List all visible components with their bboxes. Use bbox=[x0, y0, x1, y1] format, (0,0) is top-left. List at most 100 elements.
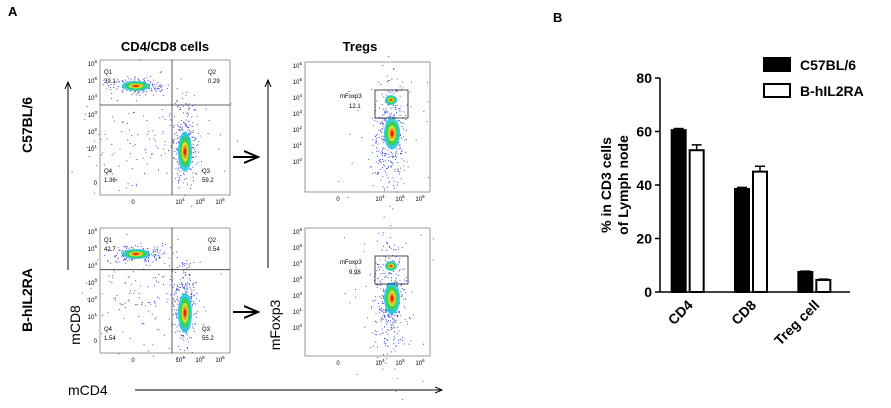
tick-label: 105 bbox=[395, 194, 405, 203]
event-dot bbox=[392, 249, 395, 251]
event-dot bbox=[185, 119, 187, 121]
event-dot bbox=[173, 138, 175, 141]
event-dot bbox=[158, 329, 160, 331]
event-dot bbox=[133, 292, 135, 294]
event-dot bbox=[399, 146, 401, 148]
event-dot bbox=[402, 289, 404, 291]
event-dot bbox=[114, 297, 117, 299]
event-dot bbox=[381, 120, 383, 123]
event-dot bbox=[136, 159, 138, 161]
event-dot bbox=[178, 176, 180, 178]
event-dot bbox=[197, 144, 199, 146]
event-dot bbox=[382, 354, 384, 356]
event-dot bbox=[199, 135, 201, 137]
event-dot bbox=[375, 139, 377, 142]
event-dot bbox=[378, 269, 381, 271]
event-dot bbox=[175, 313, 177, 315]
event-dot bbox=[116, 252, 119, 255]
event-dot bbox=[382, 126, 384, 128]
event-dot bbox=[122, 81, 124, 83]
event-dot bbox=[193, 286, 195, 288]
plot-frame bbox=[304, 61, 431, 193]
event-dot bbox=[379, 107, 381, 109]
event-dot bbox=[194, 95, 196, 97]
event-dot bbox=[138, 292, 140, 295]
event-dot bbox=[372, 144, 374, 146]
event-dot bbox=[382, 314, 384, 316]
event-dot bbox=[169, 113, 171, 115]
event-dot bbox=[384, 160, 386, 162]
event-dot bbox=[375, 272, 377, 274]
event-dot bbox=[185, 291, 187, 293]
event-dot bbox=[385, 118, 387, 120]
tick-exponent: 4 bbox=[382, 358, 385, 363]
event-dot bbox=[393, 343, 395, 345]
event-dot bbox=[399, 339, 401, 341]
event-dot bbox=[397, 248, 399, 250]
event-dot bbox=[401, 287, 403, 289]
event-dot bbox=[391, 277, 393, 279]
event-dot bbox=[402, 122, 404, 124]
tick-exponent: 5 bbox=[299, 243, 302, 248]
event-dot bbox=[183, 350, 185, 352]
event-dot bbox=[372, 345, 374, 347]
event-dot bbox=[195, 109, 197, 111]
event-dot bbox=[197, 161, 199, 163]
event-dot bbox=[159, 249, 161, 251]
event-dot bbox=[192, 121, 194, 124]
event-dot bbox=[178, 163, 180, 165]
event-dot bbox=[176, 330, 178, 332]
event-dot bbox=[162, 284, 165, 286]
event-dot bbox=[396, 152, 398, 154]
tick-exponent: 1 bbox=[299, 141, 302, 146]
event-dot bbox=[403, 165, 405, 167]
event-dot bbox=[145, 94, 147, 96]
event-dot bbox=[189, 337, 191, 339]
event-dot bbox=[125, 247, 127, 249]
event-dot bbox=[174, 133, 176, 135]
event-dot bbox=[420, 234, 422, 236]
event-dot bbox=[193, 314, 195, 316]
event-dot bbox=[168, 265, 171, 267]
event-dot bbox=[398, 142, 400, 144]
event-dot bbox=[127, 76, 129, 78]
event-dot bbox=[195, 172, 197, 174]
event-dot bbox=[183, 270, 185, 272]
event-dot bbox=[347, 197, 349, 199]
event-dot bbox=[396, 332, 398, 334]
density-spot bbox=[133, 85, 139, 87]
event-dot bbox=[131, 94, 133, 96]
event-dot bbox=[202, 324, 204, 326]
event-dot bbox=[404, 307, 406, 309]
event-dot bbox=[184, 285, 186, 287]
event-dot bbox=[401, 246, 403, 249]
quadrant-name: Q1 bbox=[104, 238, 113, 244]
event-dot bbox=[394, 331, 396, 333]
event-dot bbox=[124, 259, 126, 261]
event-dot bbox=[133, 290, 135, 292]
event-dot bbox=[369, 346, 371, 348]
event-dot bbox=[201, 160, 203, 163]
event-dot bbox=[103, 79, 105, 81]
event-dot bbox=[183, 178, 186, 180]
event-dot bbox=[374, 330, 376, 332]
event-dot bbox=[145, 151, 147, 153]
tick-label: 104 bbox=[175, 355, 185, 364]
event-dot bbox=[399, 95, 401, 97]
event-dot bbox=[192, 284, 194, 287]
event-dot bbox=[400, 110, 402, 112]
event-dot bbox=[194, 150, 196, 153]
event-dot bbox=[380, 273, 382, 275]
event-dot bbox=[387, 315, 389, 317]
event-dot bbox=[387, 242, 389, 244]
y-tick-label: 80 bbox=[636, 70, 652, 86]
event-dot bbox=[124, 245, 126, 247]
event-dot bbox=[182, 92, 184, 94]
event-dot bbox=[361, 137, 363, 139]
event-dot bbox=[172, 304, 175, 306]
event-dot bbox=[164, 243, 167, 246]
event-dot bbox=[161, 253, 163, 255]
event-dot bbox=[139, 94, 141, 96]
event-dot bbox=[392, 92, 394, 94]
event-dot bbox=[93, 192, 95, 194]
